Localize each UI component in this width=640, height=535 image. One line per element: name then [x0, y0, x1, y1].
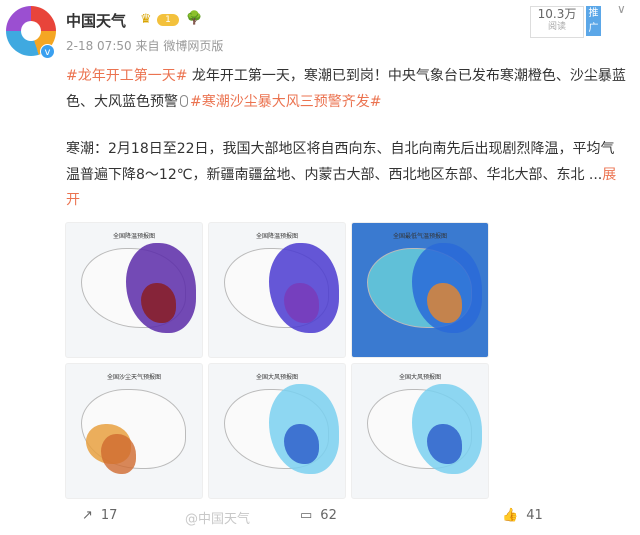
map-region — [141, 283, 176, 323]
source-prefix: 来自 — [135, 39, 160, 53]
weather-map-image[interactable]: 全国大风预报图 — [208, 363, 346, 499]
like-count: 41 — [526, 508, 543, 523]
share-button[interactable]: ↗ 17 — [82, 508, 117, 523]
source: 微博网页版 — [163, 39, 224, 53]
map-caption: 全国沙尘天气预报图 — [106, 374, 161, 381]
map-region — [101, 434, 136, 474]
avatar[interactable] — [6, 6, 56, 56]
map-region — [427, 424, 462, 464]
map-region — [284, 424, 319, 464]
hashtag[interactable]: #寒潮沙尘暴大风三预警齐发# — [190, 93, 382, 110]
map-caption: 全国最低气温预报图 — [392, 233, 447, 240]
verified-icon: v — [40, 44, 55, 59]
weather-map-image[interactable]: 全国最低气温预报图 — [351, 222, 489, 358]
expand-link[interactable]: 展开 — [66, 166, 617, 209]
chevron-down-icon[interactable]: ∨ — [617, 2, 626, 16]
share-count: 17 — [100, 508, 118, 523]
crown-icon: ♛ — [140, 12, 152, 27]
map-caption: 全国大风预报图 — [255, 374, 298, 381]
share-icon: ↗ — [82, 508, 93, 523]
comment-icon: ▭ — [300, 508, 313, 523]
comment-button[interactable]: ▭ 62 — [300, 508, 337, 523]
post-meta: 2-18 07:50 来自 微博网页版 — [66, 37, 223, 54]
timestamp[interactable]: 2-18 07:50 — [66, 39, 132, 53]
map-caption: 全国大风预报图 — [398, 374, 441, 381]
weather-map-image[interactable]: 全国降温预报图 — [208, 222, 346, 358]
tree-icon: 🌳 — [186, 11, 203, 26]
read-count: 10.3万 阅读 — [530, 6, 584, 38]
weather-map-image[interactable]: 全国降温预报图 — [65, 222, 203, 358]
promote-button[interactable]: 推广 — [586, 6, 601, 36]
watermark: @中国天气 — [185, 512, 251, 527]
image-grid: 全国降温预报图 全国降温预报图 全国最低气温预报图 全国沙尘天气预报图 全国大风… — [65, 222, 489, 499]
post-text: #龙年开工第一天# 龙年开工第一天，寒潮已到岗！中央气象台已发布寒潮橙色、沙尘暴… — [66, 64, 626, 214]
level-badge: 1 — [157, 14, 179, 26]
author-name[interactable]: 中国天气 — [66, 12, 127, 30]
map-caption: 全国降温预报图 — [255, 233, 298, 240]
read-count-value: 10.3万 — [537, 7, 577, 21]
weather-map-image[interactable]: 全国大风预报图 — [351, 363, 489, 499]
thumbs-up-icon: 👍 — [502, 508, 519, 523]
like-button[interactable]: 👍 41 — [502, 508, 543, 523]
map-region — [284, 283, 319, 323]
hashtag[interactable]: #龙年开工第一天# — [66, 68, 188, 84]
comment-count: 62 — [320, 508, 337, 523]
map-caption: 全国降温预报图 — [112, 233, 155, 240]
map-region — [427, 283, 462, 323]
microphone-icon — [180, 94, 188, 107]
post-line: 龙年开工第一天，寒潮已到岗！中央气象台已发布寒潮橙色、沙尘暴蓝色、大风蓝色预警 — [66, 68, 626, 110]
read-label: 阅读 — [547, 22, 566, 32]
weather-map-image[interactable]: 全国沙尘天气预报图 — [65, 363, 203, 499]
post-body: 寒潮：2月18日至22日，我国大部地区将自西向东、自北向南先后出现剧烈降温，平均… — [66, 141, 615, 183]
